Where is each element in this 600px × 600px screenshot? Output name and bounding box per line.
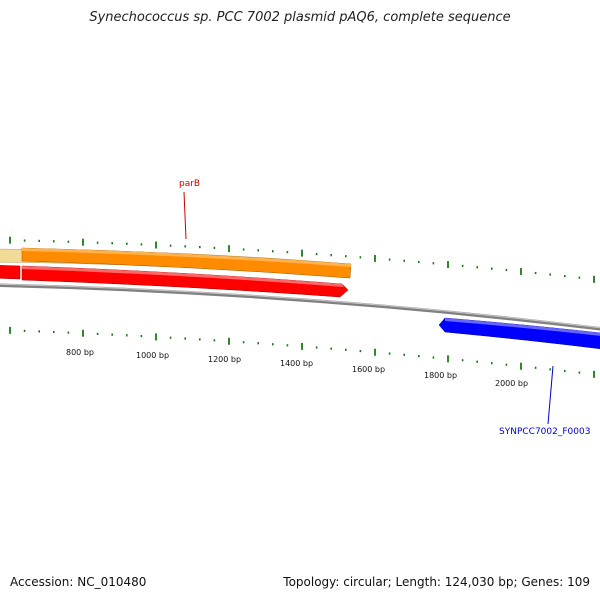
bp-label: 1600 bp xyxy=(352,365,385,374)
inner-tick-track xyxy=(9,326,595,378)
gene-parB-leader xyxy=(183,191,187,240)
map-title: Synechococcus sp. PCC 7002 plasmid pAQ6,… xyxy=(89,10,511,25)
gene-parB-label[interactable]: parB xyxy=(179,179,200,189)
gene-parB-highlight xyxy=(22,266,344,287)
accession-text: Accession: NC_010480 xyxy=(10,575,147,589)
gene-SYNPCC7002_F0003-arrow[interactable] xyxy=(438,317,600,350)
gene-SYNPCC7002_F0003-highlight xyxy=(445,318,600,336)
bp-label: 2000 bp xyxy=(495,379,528,388)
bp-label: 1800 bp xyxy=(424,371,457,380)
outer-tick-track xyxy=(9,236,595,283)
bp-label: 800 bp xyxy=(66,348,94,357)
gene-SYNPCC7002_F0003-leader xyxy=(547,365,554,425)
gene-parB-arrow[interactable] xyxy=(0,265,21,280)
plasmid-backbone xyxy=(0,283,600,331)
gene-SYNPCC7002_F0003-label[interactable]: SYNPCC7002_F0003 xyxy=(499,427,590,437)
topology-summary: Topology: circular; Length: 124,030 bp; … xyxy=(283,575,590,589)
feature-orange-highlight xyxy=(22,248,351,267)
bp-label: 1000 bp xyxy=(136,351,169,360)
bp-label: 1200 bp xyxy=(208,355,241,364)
bp-scale: 800 bp 1000 bp 1200 bp 1400 bp 1600 bp 1… xyxy=(66,348,528,388)
bp-label: 1400 bp xyxy=(280,359,313,368)
plasmid-backbone-highlight xyxy=(0,283,600,329)
